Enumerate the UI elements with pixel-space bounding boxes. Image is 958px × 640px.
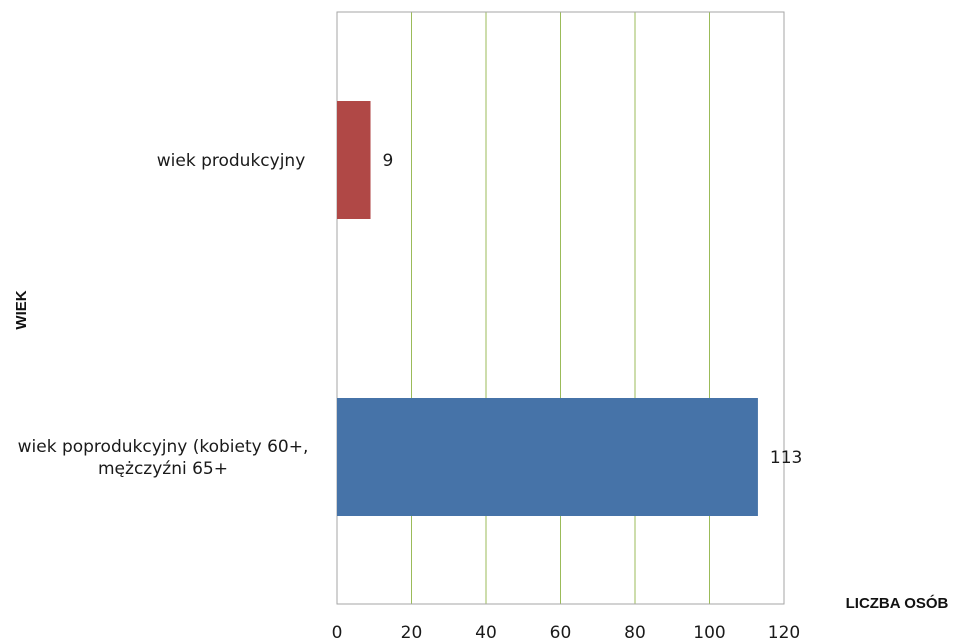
x-tick-label: 100: [693, 623, 725, 640]
x-tick-label: 60: [550, 623, 572, 640]
bar: [337, 101, 371, 219]
data-label: 9: [383, 151, 394, 171]
plot-area: [336, 11, 785, 605]
category-labels: wiek produkcyjny wiek poprodukcyjny (kobi…: [18, 151, 309, 479]
data-label: 113: [770, 448, 802, 468]
y-axis-title: WIEK: [13, 290, 30, 329]
category-label-line: wiek produkcyjny: [157, 151, 306, 171]
x-axis-title: LICZBA OSÓB: [846, 594, 949, 612]
x-tick-labels: 0 20 40 60 80 100 120: [332, 623, 801, 640]
x-tick-label: 120: [768, 623, 800, 640]
bars: [337, 101, 758, 516]
bar: [337, 398, 758, 516]
category-label: wiek produkcyjny: [157, 151, 306, 171]
data-labels: 9 113: [383, 151, 803, 468]
x-tick-label: 40: [475, 623, 497, 640]
category-label-line: mężczyźni 65+: [98, 459, 228, 479]
x-tick-label: 80: [624, 623, 646, 640]
category-label: wiek poprodukcyjny (kobiety 60+, mężczyźn…: [18, 437, 309, 479]
x-tick-label: 20: [401, 623, 423, 640]
x-tick-label: 0: [332, 623, 343, 640]
category-label-line: wiek poprodukcyjny (kobiety 60+,: [18, 437, 309, 457]
